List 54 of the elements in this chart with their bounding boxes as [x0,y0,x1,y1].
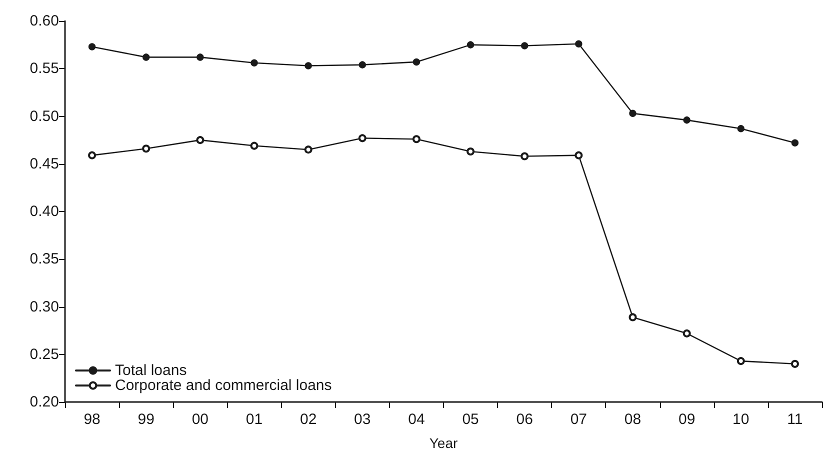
y-tick-label: 0.50 [30,108,59,125]
x-tick-label: 00 [192,411,209,428]
y-tick-label: 0.25 [30,346,59,363]
point [575,40,582,48]
point [88,151,96,160]
point [304,62,312,70]
x-tick-label: 01 [246,411,263,428]
point [142,54,150,61]
point [574,151,583,160]
point [629,110,636,117]
point [466,147,475,156]
x-tick-label: 08 [624,411,642,428]
x-tick-label: 05 [462,411,479,428]
y-tick-label: 0.60 [30,12,59,30]
x-tick-label: 11 [787,411,803,428]
x-tick-label: 07 [570,411,588,428]
point [628,313,637,322]
point [358,61,366,68]
point [88,43,96,50]
point [683,116,690,124]
point [521,42,528,50]
y-tick-label: 0.35 [30,250,59,268]
point [196,136,204,144]
x-tick-label: 98 [84,411,100,428]
y-tick-label: 0.30 [30,298,59,316]
point [736,357,745,366]
point [682,329,691,338]
x-tick-label: 06 [516,411,533,428]
x-tick-label: 10 [732,411,750,428]
y-tick-label: 0.45 [30,155,59,172]
point [466,41,474,48]
x-axis-title: Year [429,435,458,451]
y-tick-label: 0.20 [30,394,59,410]
point [304,146,312,154]
point [142,144,150,153]
point [412,135,420,144]
point [737,125,744,132]
point [358,134,366,142]
point [520,152,529,160]
point [790,360,799,368]
point [412,58,420,66]
x-tick-label: 03 [354,411,371,428]
legend-label: Corporate and commercial loans [115,377,332,394]
point [791,139,799,147]
x-tick-label: 04 [408,411,425,428]
y-tick-label: 0.40 [30,203,59,220]
point [250,59,258,67]
point [196,54,204,61]
x-tick-label: 09 [678,411,696,428]
y-tick-label: 0.55 [30,60,59,78]
legend-label: Total loans [115,362,187,379]
point [250,142,258,150]
x-tick-label: 99 [138,411,154,428]
x-tick-label: 02 [300,411,317,428]
